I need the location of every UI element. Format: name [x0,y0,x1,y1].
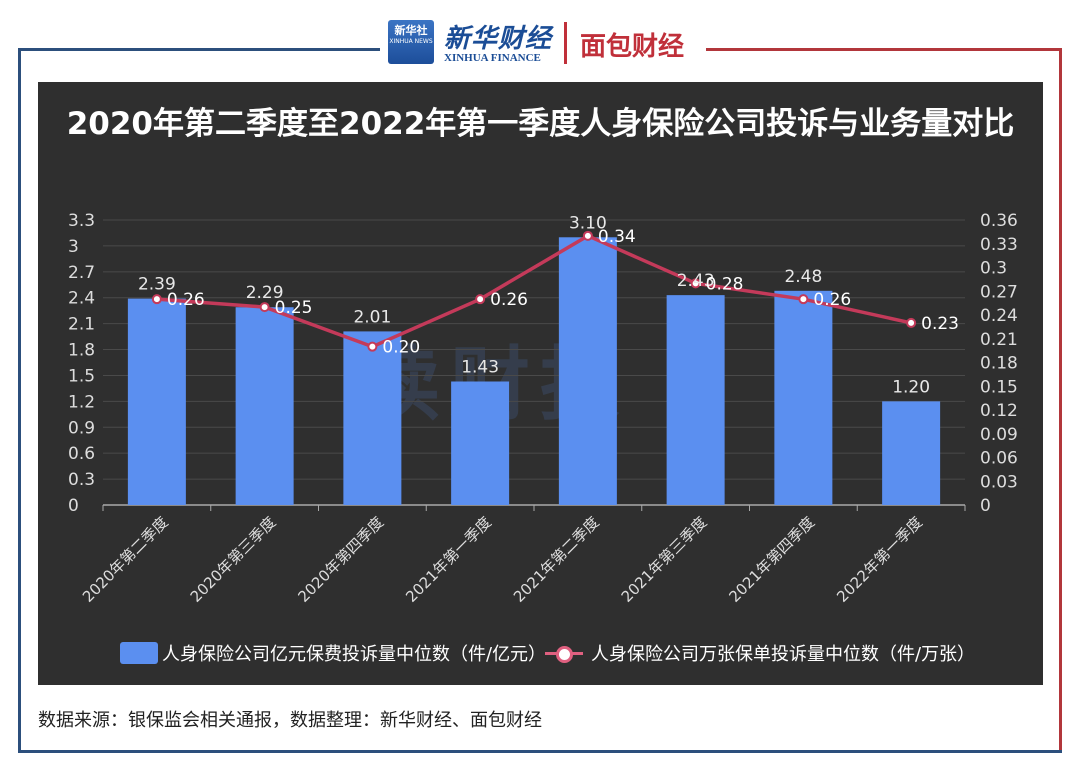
logo-separator [564,22,567,64]
xinhua-finance-en: XINHUA FINANCE [444,52,541,64]
y-right-tick-label: 0.15 [980,377,1018,397]
line-point [259,302,270,313]
y-left-tick-label: 1.2 [68,392,95,412]
y-left-tick-label: 0.9 [68,418,95,438]
line-data-label: 0.26 [490,290,528,310]
y-left-tick-label: 3 [68,237,79,257]
x-category-label: 2021年第三季度 [618,513,711,606]
xinhua-badge-text: 新华社 [394,24,428,37]
line-series [156,233,912,349]
y-right-tick-label: 0.27 [980,282,1018,302]
y-right-tick-label: 0.06 [980,449,1018,469]
legend-bar-label[interactable]: 人身保险公司亿元保费投诉量中位数（件/亿元） [162,644,547,665]
x-category-label: 2022年第一季度 [833,513,926,606]
line-data-label: 0.28 [706,274,744,294]
y-right-tick-label: 0.36 [980,211,1018,231]
line-point [151,294,162,305]
bar-data-label: 1.20 [892,377,930,397]
frame-bottom [18,750,1062,753]
x-category-label: 2021年第一季度 [402,513,495,606]
bar-data-label: 2.43 [677,271,715,291]
bar [451,381,510,505]
xinhua-badge-subtext: XINHUA NEWS [389,38,433,45]
line-point [906,317,917,328]
xinhua-finance-logo: 新华财经 [444,24,553,54]
y-right-tick-label: 0 [980,496,991,516]
bar-data-label: 2.01 [353,307,391,327]
y-right-tick-label: 0.21 [980,330,1018,350]
mianbao-finance-logo: 面包财经 [580,32,685,62]
x-category-label: 2020年第三季度 [187,513,280,606]
y-right-tick-label: 0.24 [980,306,1018,326]
header-logos: 新华社 XINHUA NEWS 新华财经 XINHUA FINANCE 面包财经 [388,18,700,66]
bar-data-label: 3.10 [569,213,607,233]
y-left-tick-label: 1.5 [68,366,95,386]
line-data-label: 0.26 [167,290,205,310]
line-point [582,230,593,241]
line-point [475,294,486,305]
bar-data-label: 1.43 [461,358,499,378]
bar [127,298,186,505]
frame-top-right [706,48,1062,51]
x-category-label: 2021年第四季度 [725,513,818,606]
y-right-tick-label: 0.3 [980,259,1007,279]
frame-left [18,48,21,753]
line-data-label: 0.34 [598,227,636,247]
y-left-tick-label: 2.1 [68,315,95,335]
y-left-tick-label: 1.8 [68,341,95,361]
bar [235,307,294,505]
line-point [367,341,378,352]
bar [882,401,941,505]
y-left-tick-label: 0.3 [68,470,95,490]
y-right-tick-label: 0.12 [980,401,1018,421]
y-right-tick-label: 0.18 [980,354,1018,374]
frame-right [1059,48,1062,753]
x-category-label: 2020年第二季度 [79,513,172,606]
line-data-label: 0.26 [813,290,851,310]
xinhua-badge-logo: 新华社 XINHUA NEWS [388,20,434,64]
line-data-label: 0.25 [275,298,313,318]
legend-line-marker[interactable] [556,646,573,663]
line-point [798,294,809,305]
y-right-tick-label: 0.33 [980,235,1018,255]
bar [343,331,402,505]
line-point [690,278,701,289]
y-right-tick-label: 0.03 [980,472,1018,492]
line-data-label: 0.20 [382,338,420,358]
bar-data-label: 2.48 [784,267,822,287]
legend-line-label[interactable]: 人身保险公司万张保单投诉量中位数（件/万张） [591,644,976,665]
y-left-tick-label: 2.4 [68,289,95,309]
bar [558,237,617,506]
y-left-tick-label: 2.7 [68,263,95,283]
legend-bar-swatch[interactable] [120,642,158,664]
y-left-tick-label: 0 [68,496,79,516]
line-data-label: 0.23 [921,314,959,334]
y-left-tick-label: 0.6 [68,444,95,464]
y-right-tick-label: 0.09 [980,425,1018,445]
chart-panel [38,82,1043,685]
bar [666,295,725,505]
bar-data-label: 2.39 [138,275,176,295]
bar-data-label: 2.29 [246,283,284,303]
bar [774,290,833,505]
chart-title: 2020年第二季度至2022年第一季度人身保险公司投诉与业务量对比 [66,106,1015,142]
x-category-label: 2020年第四季度 [294,513,387,606]
y-left-tick-label: 3.3 [68,211,95,231]
frame-top-left [18,48,380,51]
data-source-note: 数据来源：银保监会相关通报，数据整理：新华财经、面包财经 [38,710,542,731]
x-category-label: 2021年第二季度 [510,513,603,606]
